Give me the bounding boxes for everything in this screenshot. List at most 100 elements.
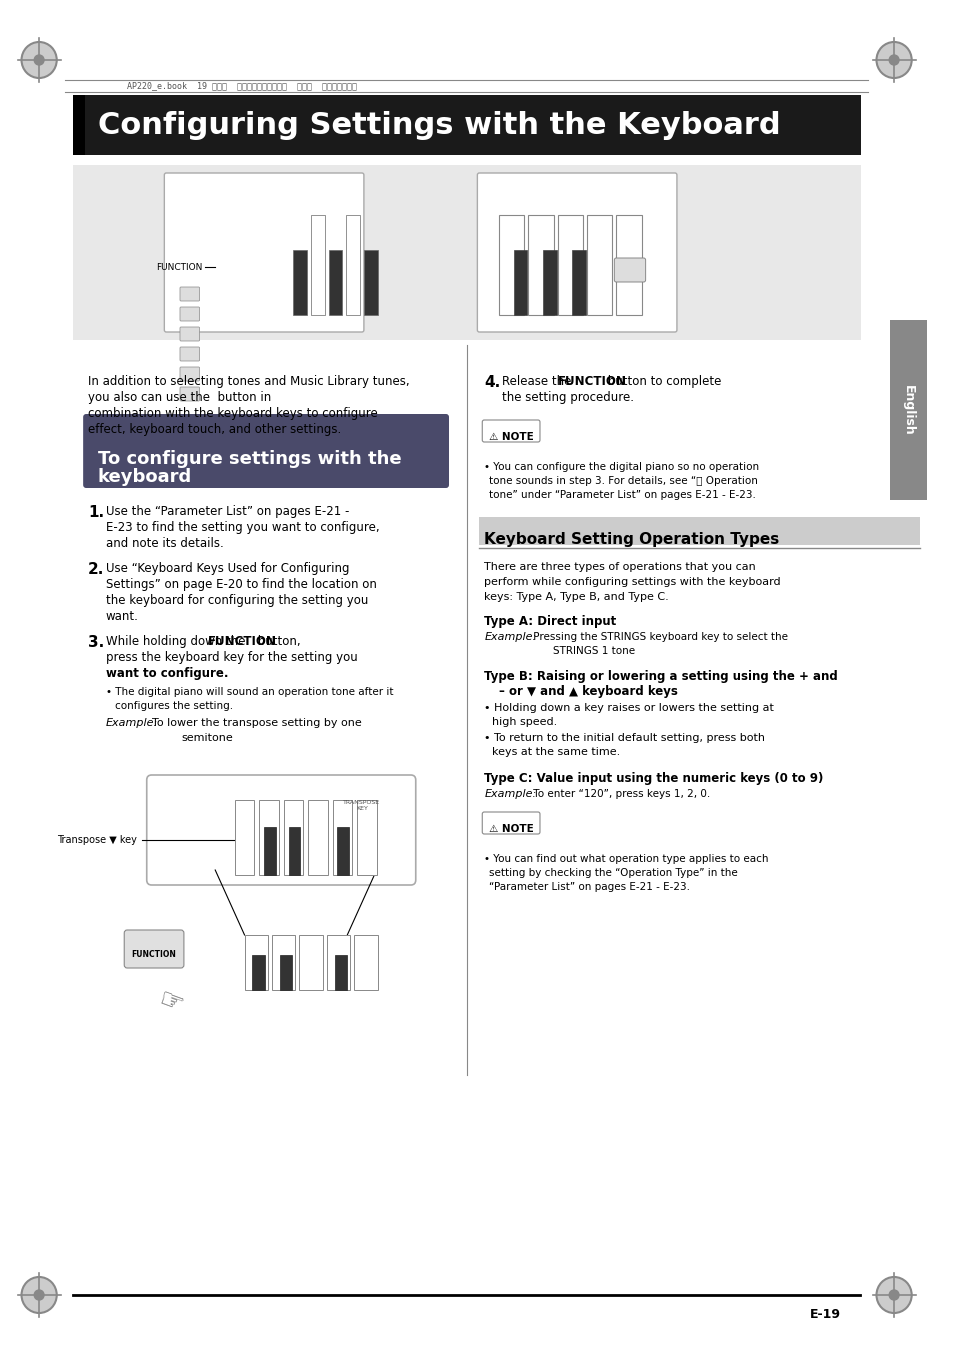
Bar <box>244 935 268 990</box>
Text: Transpose ▼ key: Transpose ▼ key <box>57 835 137 844</box>
Circle shape <box>888 55 898 65</box>
Bar <box>288 827 300 875</box>
Bar <box>346 215 359 315</box>
Text: ⚠ NOTE: ⚠ NOTE <box>489 824 534 834</box>
Bar <box>528 215 553 315</box>
Text: – or ▼ and ▲ keyboard keys: – or ▼ and ▲ keyboard keys <box>498 685 677 698</box>
Bar <box>279 955 293 990</box>
Bar <box>333 800 352 875</box>
Text: There are three types of operations that you can: There are three types of operations that… <box>484 562 755 571</box>
Text: high speed.: high speed. <box>492 717 557 727</box>
Bar <box>354 935 377 990</box>
FancyBboxPatch shape <box>180 307 199 322</box>
Circle shape <box>22 42 56 78</box>
FancyBboxPatch shape <box>180 347 199 361</box>
FancyBboxPatch shape <box>180 386 199 401</box>
Bar <box>73 95 85 155</box>
Text: tone” under “Parameter List” on pages E-21 - E-23.: tone” under “Parameter List” on pages E-… <box>489 490 755 500</box>
Bar <box>542 250 556 315</box>
Bar <box>363 250 377 315</box>
Bar <box>513 250 527 315</box>
Text: Pressing the STRINGS keyboard key to select the: Pressing the STRINGS keyboard key to sel… <box>530 632 787 642</box>
Bar <box>259 800 278 875</box>
Text: Settings” on page E-20 to find the location on: Settings” on page E-20 to find the locat… <box>106 578 376 590</box>
Text: • The digital piano will sound an operation tone after it: • The digital piano will sound an operat… <box>106 688 393 697</box>
Text: “Parameter List” on pages E-21 - E-23.: “Parameter List” on pages E-21 - E-23. <box>489 882 689 892</box>
Bar <box>73 165 860 340</box>
Text: E-19: E-19 <box>809 1309 841 1321</box>
Bar <box>616 215 641 315</box>
Bar <box>283 800 303 875</box>
Bar <box>572 250 585 315</box>
Text: Configuring Settings with the Keyboard: Configuring Settings with the Keyboard <box>98 111 780 139</box>
Circle shape <box>34 1290 44 1300</box>
Text: keys: Type A, Type B, and Type C.: keys: Type A, Type B, and Type C. <box>484 592 668 603</box>
Circle shape <box>876 42 911 78</box>
Bar <box>889 320 926 500</box>
Text: • To return to the initial default setting, press both: • To return to the initial default setti… <box>484 734 764 743</box>
Text: • You can find out what operation type applies to each: • You can find out what operation type a… <box>484 854 768 865</box>
FancyBboxPatch shape <box>180 327 199 340</box>
Bar <box>478 517 919 544</box>
Text: combination with the keyboard keys to configure: combination with the keyboard keys to co… <box>88 407 377 420</box>
Text: ☞: ☞ <box>154 985 188 1020</box>
Text: Use “Keyboard Keys Used for Configuring: Use “Keyboard Keys Used for Configuring <box>106 562 349 576</box>
Text: STRINGS 1 tone: STRINGS 1 tone <box>552 646 634 657</box>
Bar <box>326 935 350 990</box>
FancyBboxPatch shape <box>83 413 449 488</box>
Bar <box>253 955 265 990</box>
FancyBboxPatch shape <box>482 420 539 442</box>
Text: the keyboard for configuring the setting you: the keyboard for configuring the setting… <box>106 594 368 607</box>
Bar <box>329 250 342 315</box>
Text: FUNCTION: FUNCTION <box>156 262 203 272</box>
Text: ⚠ NOTE: ⚠ NOTE <box>489 432 534 442</box>
Text: Type B: Raising or lowering a setting using the + and: Type B: Raising or lowering a setting us… <box>484 670 837 684</box>
Text: Example:: Example: <box>484 789 536 798</box>
Bar <box>586 215 612 315</box>
FancyBboxPatch shape <box>147 775 416 885</box>
FancyBboxPatch shape <box>482 812 539 834</box>
Text: setting by checking the “Operation Type” in the: setting by checking the “Operation Type”… <box>489 867 737 878</box>
Text: While holding down the: While holding down the <box>106 635 249 648</box>
Text: English: English <box>902 385 914 435</box>
FancyBboxPatch shape <box>614 258 645 282</box>
Bar <box>299 935 322 990</box>
Text: and note its details.: and note its details. <box>106 536 223 550</box>
Text: Release the: Release the <box>501 376 575 388</box>
Text: Keyboard Setting Operation Types: Keyboard Setting Operation Types <box>484 532 779 547</box>
Bar <box>294 250 307 315</box>
Text: 2.: 2. <box>88 562 104 577</box>
Bar <box>234 800 254 875</box>
FancyBboxPatch shape <box>180 286 199 301</box>
FancyBboxPatch shape <box>476 173 677 332</box>
Text: • Holding down a key raises or lowers the setting at: • Holding down a key raises or lowers th… <box>484 703 773 713</box>
Bar <box>557 215 582 315</box>
Text: FUNCTION: FUNCTION <box>208 635 277 648</box>
FancyBboxPatch shape <box>124 929 184 969</box>
Text: To lower the transpose setting by one: To lower the transpose setting by one <box>152 717 361 728</box>
Text: button to complete: button to complete <box>603 376 720 388</box>
Text: E-23 to find the setting you want to configure,: E-23 to find the setting you want to con… <box>106 521 379 534</box>
Bar <box>311 215 324 315</box>
Text: effect, keyboard touch, and other settings.: effect, keyboard touch, and other settin… <box>88 423 341 436</box>
Text: tone sounds in step 3. For details, see “⒪ Operation: tone sounds in step 3. For details, see … <box>489 476 758 486</box>
Bar <box>356 800 376 875</box>
Text: To configure settings with the: To configure settings with the <box>98 450 401 467</box>
Circle shape <box>888 1290 898 1300</box>
Text: Example:: Example: <box>106 717 158 728</box>
Text: AP220_e.book  19 ページ  ２００９年５月２７日  木曜日  午後４時３４分: AP220_e.book 19 ページ ２００９年５月２７日 木曜日 午後４時３… <box>127 81 356 91</box>
Text: perform while configuring settings with the keyboard: perform while configuring settings with … <box>484 577 780 586</box>
Text: button,: button, <box>254 635 300 648</box>
Text: FUNCTION: FUNCTION <box>557 376 626 388</box>
Text: want to configure.: want to configure. <box>106 667 228 680</box>
Circle shape <box>876 1277 911 1313</box>
Text: 3.: 3. <box>88 635 104 650</box>
Bar <box>335 955 347 990</box>
Bar <box>272 935 295 990</box>
Bar <box>73 95 860 155</box>
Text: configures the setting.: configures the setting. <box>115 701 233 711</box>
Text: Example:: Example: <box>484 632 536 642</box>
Text: Type A: Direct input: Type A: Direct input <box>484 615 616 628</box>
Text: • You can configure the digital piano so no operation: • You can configure the digital piano so… <box>484 462 759 471</box>
Text: press the keyboard key for the setting you: press the keyboard key for the setting y… <box>106 651 357 663</box>
